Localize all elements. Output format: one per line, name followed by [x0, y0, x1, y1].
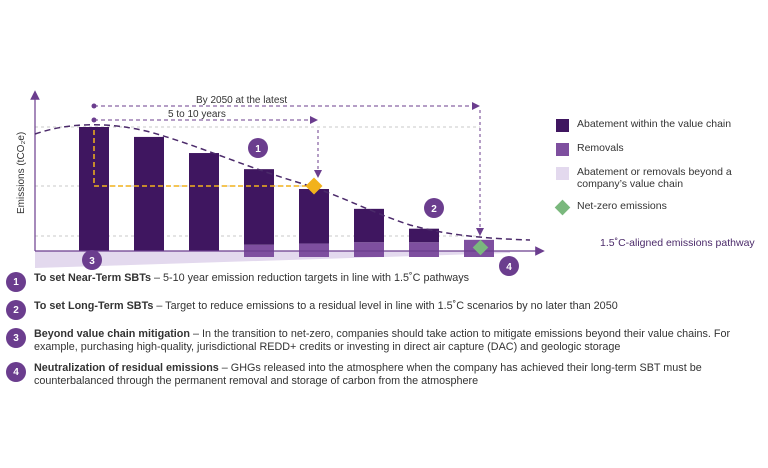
- bracket-2050-start: [91, 103, 97, 109]
- note-text: Beyond value chain mitigation – In the t…: [34, 328, 762, 354]
- abatement-bar-2: [134, 136, 164, 251]
- net-zero-diamond: [472, 239, 489, 256]
- note-title: To set Near-Term SBTs: [34, 272, 151, 284]
- legend-swatch: [556, 143, 569, 156]
- note-4: 4 Neutralization of residual emissions –…: [6, 362, 762, 388]
- near-term-target-diamond: [305, 177, 323, 195]
- near-term-target-line: [93, 130, 314, 187]
- marker-2: 2: [424, 198, 444, 218]
- note-text: To set Near-Term SBTs – 5-10 year emissi…: [34, 272, 469, 285]
- legend-swatch: [554, 199, 571, 216]
- marker-3: 3: [82, 250, 102, 270]
- pathway-curve: [34, 123, 531, 241]
- bars-group: [79, 127, 494, 257]
- abatement-bar-4: [244, 169, 274, 245]
- marker-1: 1: [248, 138, 268, 158]
- svg-text:2: 2: [431, 204, 437, 215]
- note-text: To set Long-Term SBTs – Target to reduce…: [34, 300, 618, 313]
- removals-bar-5: [299, 243, 329, 257]
- note-body: – GHGs released into the atmosphere when…: [34, 362, 702, 387]
- note-badge: 3: [6, 328, 26, 348]
- abatement-bar-5: [299, 189, 329, 244]
- marker-4: 4: [499, 256, 519, 276]
- legend-item-net-zero: Net-zero emissions: [554, 199, 756, 216]
- y-axis-label: Emissions (tCO₂e): [16, 132, 27, 214]
- legend-label: Removals: [577, 142, 624, 154]
- bracket-2050-label: By 2050 at the latest: [196, 95, 287, 106]
- note-body: – 5-10 year emission reduction targets i…: [151, 272, 470, 284]
- svg-text:4: 4: [506, 262, 512, 273]
- note-badge: 4: [6, 362, 26, 382]
- legend-label: Abatement within the value chain: [577, 118, 732, 130]
- note-body: – In the transition to net-zero, compani…: [34, 328, 731, 353]
- abatement-bar-1: [79, 127, 109, 251]
- removals-bar-6: [354, 242, 384, 257]
- legend-swatch: [556, 167, 569, 180]
- notes-list: 1 To set Near-Term SBTs – 5-10 year emis…: [6, 272, 762, 396]
- note-badge: 1: [6, 272, 26, 292]
- legend-swatch: [556, 119, 569, 132]
- svg-text:1: 1: [255, 144, 261, 155]
- svg-text:3: 3: [89, 256, 95, 267]
- removals-bar-7: [409, 242, 439, 257]
- note-title: Neutralization of residual emissions: [34, 362, 219, 374]
- abatement-bar-3: [189, 153, 219, 251]
- legend-item-abatement: Abatement within the value chain: [556, 118, 756, 132]
- note-title: To set Long-Term SBTs: [34, 300, 154, 312]
- pathway-label: 1.5˚C-aligned emissions pathway: [600, 237, 755, 249]
- abatement-bar-7: [409, 228, 439, 243]
- note-2: 2 To set Long-Term SBTs – Target to redu…: [6, 300, 762, 320]
- legend-item-removals: Removals: [556, 142, 756, 156]
- note-3: 3 Beyond value chain mitigation – In the…: [6, 328, 762, 354]
- note-badge: 2: [6, 300, 26, 320]
- beyond-value-chain-area: [35, 251, 510, 268]
- legend-item-beyond: Abatement or removals beyond a company’s…: [556, 166, 756, 190]
- note-title: Beyond value chain mitigation: [34, 328, 190, 340]
- legend-label: Abatement or removals beyond a company’s…: [577, 166, 732, 190]
- note-body: – Target to reduce emissions to a residu…: [153, 300, 618, 312]
- legend: Abatement within the value chain Removal…: [554, 118, 756, 224]
- legend-label: Net-zero emissions: [577, 200, 667, 212]
- note-text: Neutralization of residual emissions – G…: [34, 362, 762, 388]
- note-1: 1 To set Near-Term SBTs – 5-10 year emis…: [6, 272, 762, 292]
- bracket-5-10-start: [91, 117, 97, 123]
- bracket-5-10-label: 5 to 10 years: [168, 109, 226, 120]
- emissions-chart: Emissions (tCO₂e) By 2050 at the latest …: [16, 90, 755, 276]
